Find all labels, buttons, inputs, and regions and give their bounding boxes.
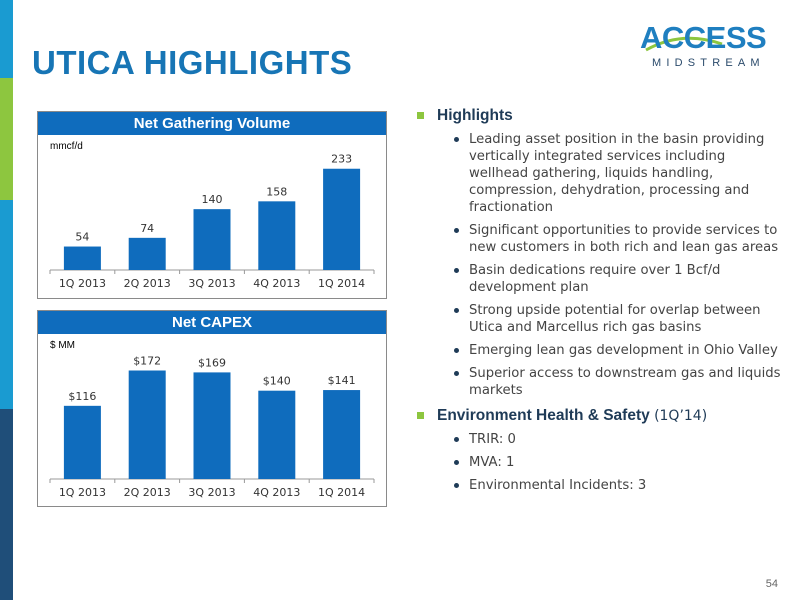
bullet-dot-icon	[454, 308, 459, 313]
bullet-dot-icon	[454, 460, 459, 465]
page-number: 54	[765, 578, 778, 590]
highlights-list: Leading asset position in the basin prov…	[417, 131, 787, 399]
bar	[323, 168, 361, 270]
bar-value-label: 233	[331, 153, 352, 166]
bullet-text: Emerging lean gas development in Ohio Va…	[469, 343, 778, 358]
ehs-heading: Environment Health & Safety (1Q’14)	[417, 407, 787, 425]
bullet-dot-icon	[454, 348, 459, 353]
net-capex-chart: Net CAPEX $ MM $116 1Q 2013 $172 2Q 2013 $169…	[37, 310, 387, 507]
bullet-dot-icon	[454, 371, 459, 376]
chart-unit-label: $ MM	[50, 340, 75, 351]
bullet-item: Strong upside potential for overlap betw…	[417, 302, 787, 336]
category-tick-label: 3Q 2013	[188, 277, 235, 290]
ehs-list: TRIR: 0 MVA: 1 Environmental Incidents: 3	[417, 431, 787, 494]
bullet-item: TRIR: 0	[417, 431, 787, 448]
net-gathering-volume-plot: mmcf/d 54 1Q 2013 74 2Q 2013 140 3Q 2013 158 4Q …	[49, 141, 375, 290]
bullet-dot-icon	[454, 137, 459, 142]
stripe-segment	[0, 78, 13, 176]
net-gathering-volume-chart: Net Gathering Volume mmcf/d 54 1Q 2013 74 2Q…	[37, 111, 387, 299]
category-tick-label: 4Q 2013	[253, 486, 300, 499]
logo-swoosh-icon	[645, 36, 723, 52]
bullet-dot-icon	[454, 268, 459, 273]
bar-value-label: 74	[140, 222, 154, 235]
stripe-segment	[0, 499, 13, 600]
slide-title: UTICA HIGHLIGHTS	[32, 44, 353, 81]
category-tick-label: 1Q 2013	[59, 277, 106, 290]
net-capex-plot: $ MM $116 1Q 2013 $172 2Q 2013 $169 3Q 2013 $14…	[49, 340, 375, 499]
highlights-heading: Highlights	[417, 107, 787, 125]
category-tick-label: 1Q 2013	[59, 486, 106, 499]
category-tick-label: 2Q 2013	[124, 486, 171, 499]
chart-unit-label: mmcf/d	[50, 141, 83, 152]
bullet-dot-icon	[454, 228, 459, 233]
category-tick-label: 4Q 2013	[253, 277, 300, 290]
bullet-text: MVA: 1	[469, 455, 515, 470]
green-square-bullet-icon	[417, 112, 424, 119]
bullet-text: Superior access to downstream gas and li…	[469, 366, 781, 398]
logo-wordmark: ACCESS	[640, 20, 767, 55]
bar-value-label: 140	[202, 193, 223, 206]
bullet-text: Leading asset position in the basin prov…	[469, 132, 765, 215]
category-tick-label: 1Q 2014	[318, 277, 365, 290]
bar-value-label: $141	[328, 374, 356, 387]
bar	[193, 209, 231, 270]
bar	[128, 237, 166, 270]
bullet-item: MVA: 1	[417, 454, 787, 471]
bar-value-label: $169	[198, 356, 226, 369]
bullet-item: Superior access to downstream gas and li…	[417, 365, 787, 399]
bullet-item: Basin dedications require over 1 Bcf/d d…	[417, 262, 787, 296]
stripe-segment	[0, 276, 13, 409]
bullet-section: Highlights Leading asset position in the…	[417, 107, 787, 502]
stripe-segment	[0, 0, 13, 78]
bullet-text: Basin dedications require over 1 Bcf/d d…	[469, 263, 721, 295]
bar	[128, 370, 166, 479]
bullet-item: Environmental Incidents: 3	[417, 477, 787, 494]
bar	[258, 390, 296, 479]
chart-title: Net CAPEX	[38, 311, 386, 334]
bar	[63, 246, 101, 270]
bullet-text: Significant opportunities to provide ser…	[469, 223, 779, 255]
bar-value-label: $172	[133, 355, 161, 368]
bullet-text: Environmental Incidents: 3	[469, 478, 647, 493]
category-tick-label: 2Q 2013	[124, 277, 171, 290]
bar	[323, 390, 361, 479]
logo-subtitle: MIDSTREAM	[652, 57, 765, 69]
stripe-segment	[0, 176, 13, 200]
category-tick-label: 1Q 2014	[318, 486, 365, 499]
stripe-segment	[0, 200, 13, 276]
bar-value-label: $140	[263, 375, 291, 388]
bullet-dot-icon	[454, 483, 459, 488]
bullet-dot-icon	[454, 437, 459, 442]
left-color-stripe	[0, 0, 13, 600]
bullet-item: Significant opportunities to provide ser…	[417, 222, 787, 256]
bullet-text: Strong upside potential for overlap betw…	[469, 303, 761, 335]
access-midstream-logo: ACCESS MIDSTREAM	[640, 20, 780, 75]
bar-value-label: 54	[75, 231, 89, 244]
stripe-segment	[0, 409, 13, 499]
bar	[193, 372, 231, 479]
bullet-item: Leading asset position in the basin prov…	[417, 131, 787, 216]
bullet-text: TRIR: 0	[469, 432, 516, 447]
category-tick-label: 3Q 2013	[188, 486, 235, 499]
bar	[63, 405, 101, 479]
bar-value-label: 158	[266, 185, 287, 198]
bar	[258, 201, 296, 270]
bar-value-label: $116	[68, 390, 96, 403]
chart-title: Net Gathering Volume	[38, 112, 386, 135]
green-square-bullet-icon	[417, 412, 424, 419]
bullet-item: Emerging lean gas development in Ohio Va…	[417, 342, 787, 359]
